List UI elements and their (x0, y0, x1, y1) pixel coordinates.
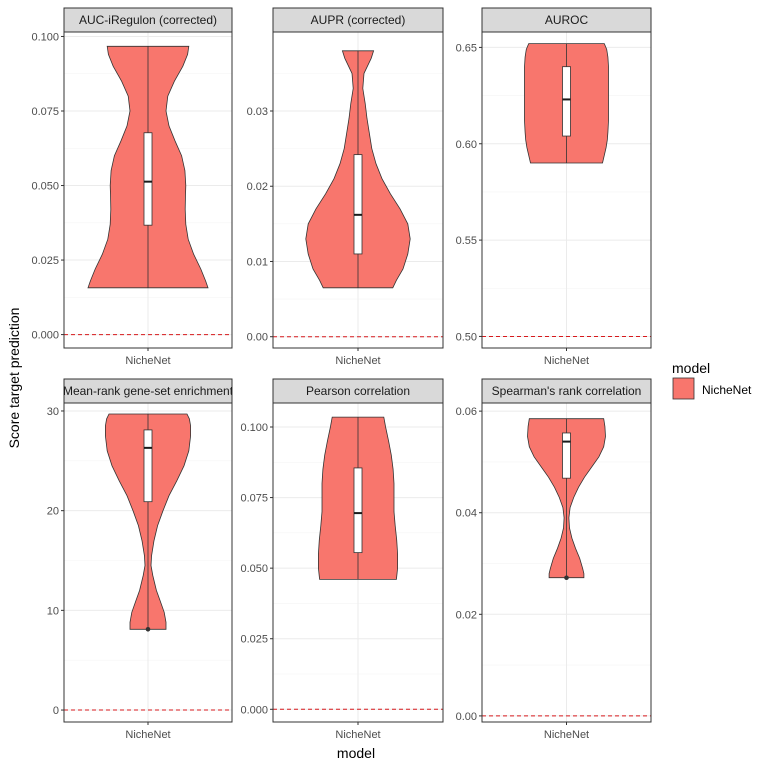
facet-title: Mean-rank gene-set enrichment (63, 384, 234, 398)
box (562, 66, 571, 137)
facet-title: Spearman's rank correlation (492, 384, 642, 398)
y-tick-label: 0.000 (240, 704, 268, 716)
facet-panels: AUC-iRegulon (corrected)0.0000.0250.0500… (31, 7, 652, 741)
box (353, 154, 363, 255)
y-tick-label: 0.100 (240, 422, 268, 434)
y-tick-label: 0.50 (456, 331, 477, 343)
y-tick-label: 0.050 (31, 181, 59, 193)
y-tick-label: 0.02 (456, 609, 477, 621)
x-tick-label: NicheNet (125, 729, 170, 741)
x-tick-label: NicheNet (544, 729, 589, 741)
facet-title: AUPR (corrected) (311, 13, 406, 27)
y-tick-label: 0.01 (247, 256, 268, 268)
y-tick-label: 0 (53, 705, 59, 717)
box (143, 132, 153, 226)
y-tick-label: 0.100 (31, 31, 59, 43)
facet-title: AUC-iRegulon (corrected) (79, 13, 217, 27)
box (562, 432, 571, 479)
y-tick-label: 0.050 (240, 563, 268, 575)
facet-panel: AUC-iRegulon (corrected) 0.000 0.025 0.050 0… (31, 7, 233, 367)
y-tick-label: 0.04 (456, 508, 477, 520)
x-tick-label: NicheNet (125, 355, 170, 367)
outlier-point (564, 575, 569, 581)
y-tick-label: 30 (47, 406, 59, 418)
facet-strip (272, 7, 444, 33)
facet-title: Pearson correlation (306, 384, 410, 398)
box (353, 467, 363, 554)
legend-title: model (672, 360, 710, 376)
y-tick-label: 10 (47, 605, 59, 617)
box (143, 429, 153, 503)
legend-key-nichenet (672, 377, 695, 400)
legend-label-nichenet: NicheNet (702, 383, 752, 397)
facet-panel: AUPR (corrected) 0.00 0.01 0.02 0.03 NicheNet (247, 7, 444, 367)
y-tick-label: 0.025 (31, 255, 59, 267)
y-tick-label: 0.000 (31, 330, 59, 342)
y-tick-label: 0.00 (456, 711, 477, 723)
y-tick-label: 0.025 (240, 634, 268, 646)
y-tick-label: 0.075 (31, 106, 59, 118)
facet-strip (481, 378, 652, 404)
facet-title: AUROC (545, 13, 589, 27)
legend: model NicheNet (672, 360, 752, 400)
y-tick-label: 0.06 (456, 406, 477, 418)
y-tick-label: 0.02 (247, 181, 268, 193)
y-tick-label: 0.00 (247, 332, 268, 344)
facet-strip (272, 378, 444, 404)
facet-panel: Mean-rank gene-set enrichment 0 10 20 30 Nich… (47, 378, 234, 741)
x-tick-label: NicheNet (335, 355, 380, 367)
y-tick-label: 0.65 (456, 42, 477, 54)
facet-strip (63, 7, 233, 33)
y-tick-label: 0.55 (456, 235, 477, 247)
y-axis-title: Score target prediction (6, 308, 22, 449)
y-tick-label: 0.03 (247, 106, 268, 118)
facet-strip (63, 378, 233, 404)
outlier-point (145, 626, 151, 632)
facet-panel: Spearman's rank correlation 0.00 0.02 0.04 0… (456, 378, 652, 741)
facet-panel: Pearson correlation 0.000 0.025 0.050 0.075 0… (240, 378, 444, 741)
x-tick-label: NicheNet (335, 729, 380, 741)
x-axis-title: model (337, 745, 375, 761)
facet-strip (481, 7, 652, 33)
y-tick-label: 20 (47, 506, 59, 518)
x-tick-label: NicheNet (544, 355, 589, 367)
y-tick-label: 0.60 (456, 139, 477, 151)
y-tick-label: 0.075 (240, 493, 268, 505)
facet-panel: AUROC 0.50 0.55 0.60 0.65 NicheNet (456, 7, 652, 367)
